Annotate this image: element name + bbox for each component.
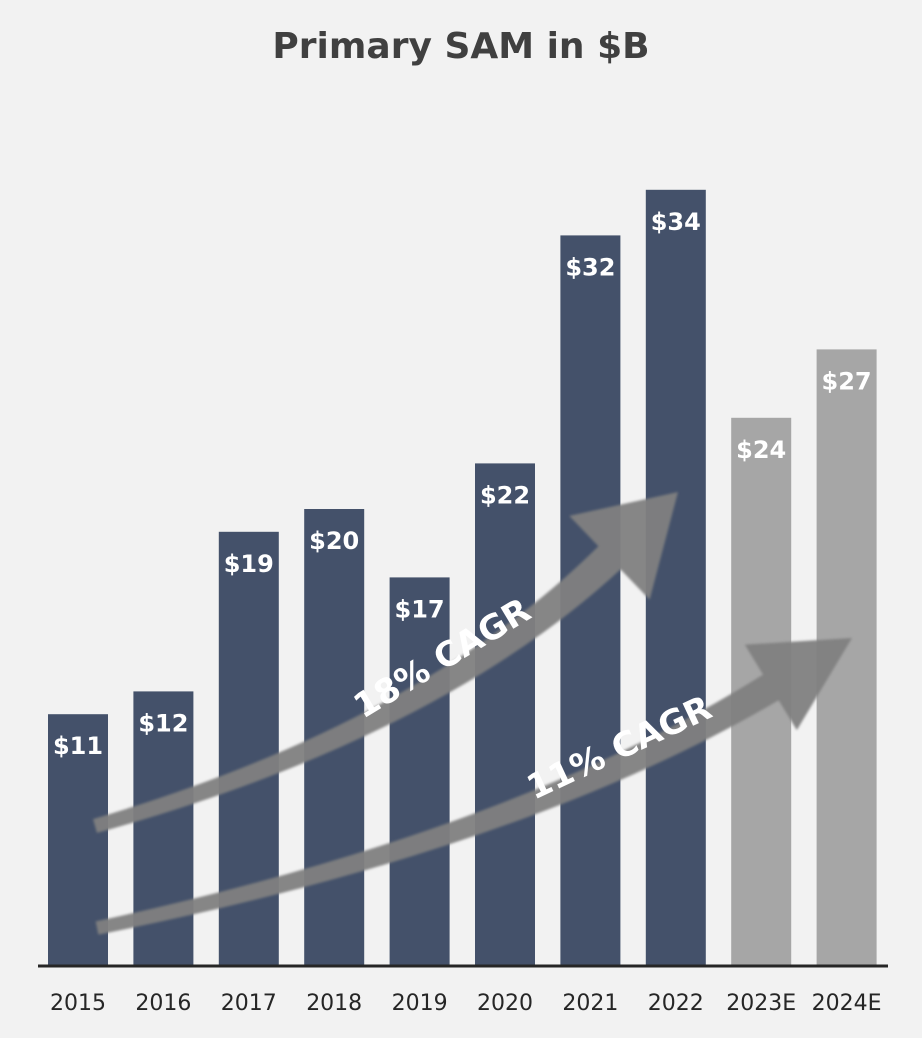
bar-2019 <box>389 577 450 965</box>
data-label-2016: $12 <box>138 709 188 737</box>
data-label-2015: $11 <box>53 732 103 760</box>
data-label-2024E: $27 <box>822 367 872 395</box>
cagr-arrow-1 <box>93 492 679 833</box>
cagr-arrow-2 <box>95 638 852 935</box>
chart-title: Primary SAM in $B <box>272 26 650 67</box>
data-label-2019: $17 <box>395 595 445 623</box>
x-tick-label-2015: 2015 <box>50 991 106 1016</box>
bar-2022 <box>645 189 706 966</box>
x-tick-label-2016: 2016 <box>135 991 191 1016</box>
x-tick-label-2019: 2019 <box>392 991 448 1016</box>
data-label-2020: $22 <box>480 481 530 509</box>
data-label-2022: $34 <box>651 208 701 236</box>
data-label-2023E: $24 <box>736 436 786 464</box>
x-tick-label-2023E: 2023E <box>726 991 796 1016</box>
x-tick-label-2024E: 2024E <box>812 991 882 1016</box>
bar-2020 <box>475 463 535 965</box>
data-label-2017: $19 <box>224 550 274 578</box>
x-tick-label-2022: 2022 <box>648 991 704 1016</box>
x-tick-label-2017: 2017 <box>221 991 277 1016</box>
x-tick-label-2018: 2018 <box>306 991 362 1016</box>
data-label-2021: $32 <box>565 253 615 281</box>
x-tick-label-2020: 2020 <box>477 991 533 1016</box>
x-tick-label-2021: 2021 <box>562 991 618 1016</box>
data-label-2018: $20 <box>309 527 359 555</box>
